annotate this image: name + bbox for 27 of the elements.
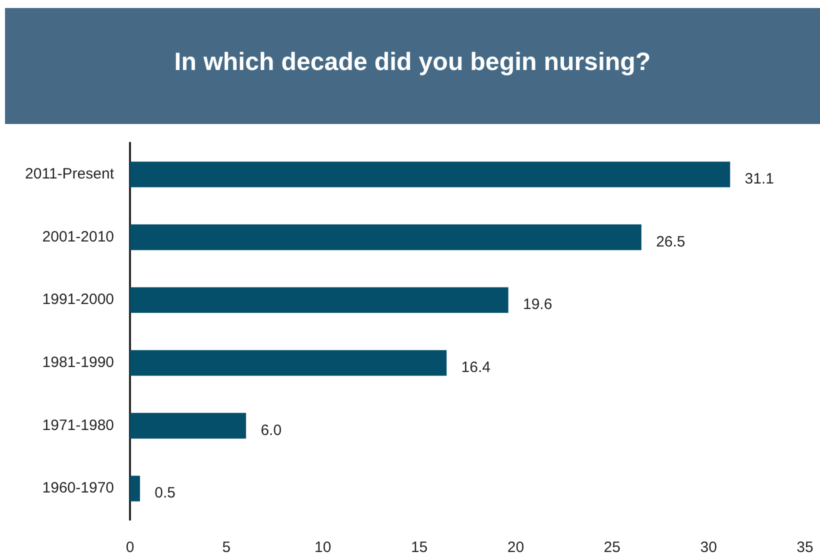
y-tick-label: 2011-Present (25, 166, 115, 183)
bar (130, 287, 508, 313)
data-label: 26.5 (656, 233, 686, 250)
bar (130, 412, 246, 439)
x-tick-label: 15 (410, 539, 428, 556)
chart-title: In which decade did you begin nursing? (173, 48, 652, 77)
data-label: 6.0 (260, 422, 282, 439)
y-tick-label: 2001-2010 (42, 228, 114, 246)
bar (130, 476, 140, 502)
y-tick-label: 1960-1970 (42, 480, 114, 497)
bar (130, 350, 447, 376)
bar (130, 224, 642, 250)
y-tick-label: 1991-2000 (42, 291, 114, 308)
data-label: 0.5 (154, 484, 176, 502)
x-tick-label: 35 (796, 539, 814, 556)
x-tick-label: 10 (314, 539, 332, 556)
y-tick-label: 1971-1980 (42, 416, 114, 434)
bar (130, 162, 730, 188)
data-label: 19.6 (523, 296, 552, 314)
x-tick-label: 25 (604, 539, 620, 556)
data-label: 16.4 (461, 359, 490, 376)
data-label: 31.1 (744, 170, 774, 188)
x-tick-label: 30 (700, 539, 717, 556)
x-tick-label: 5 (222, 539, 231, 556)
y-tick-label: 1981-1990 (42, 354, 114, 372)
x-tick-label: 0 (126, 539, 134, 556)
x-tick-label: 20 (507, 539, 524, 556)
